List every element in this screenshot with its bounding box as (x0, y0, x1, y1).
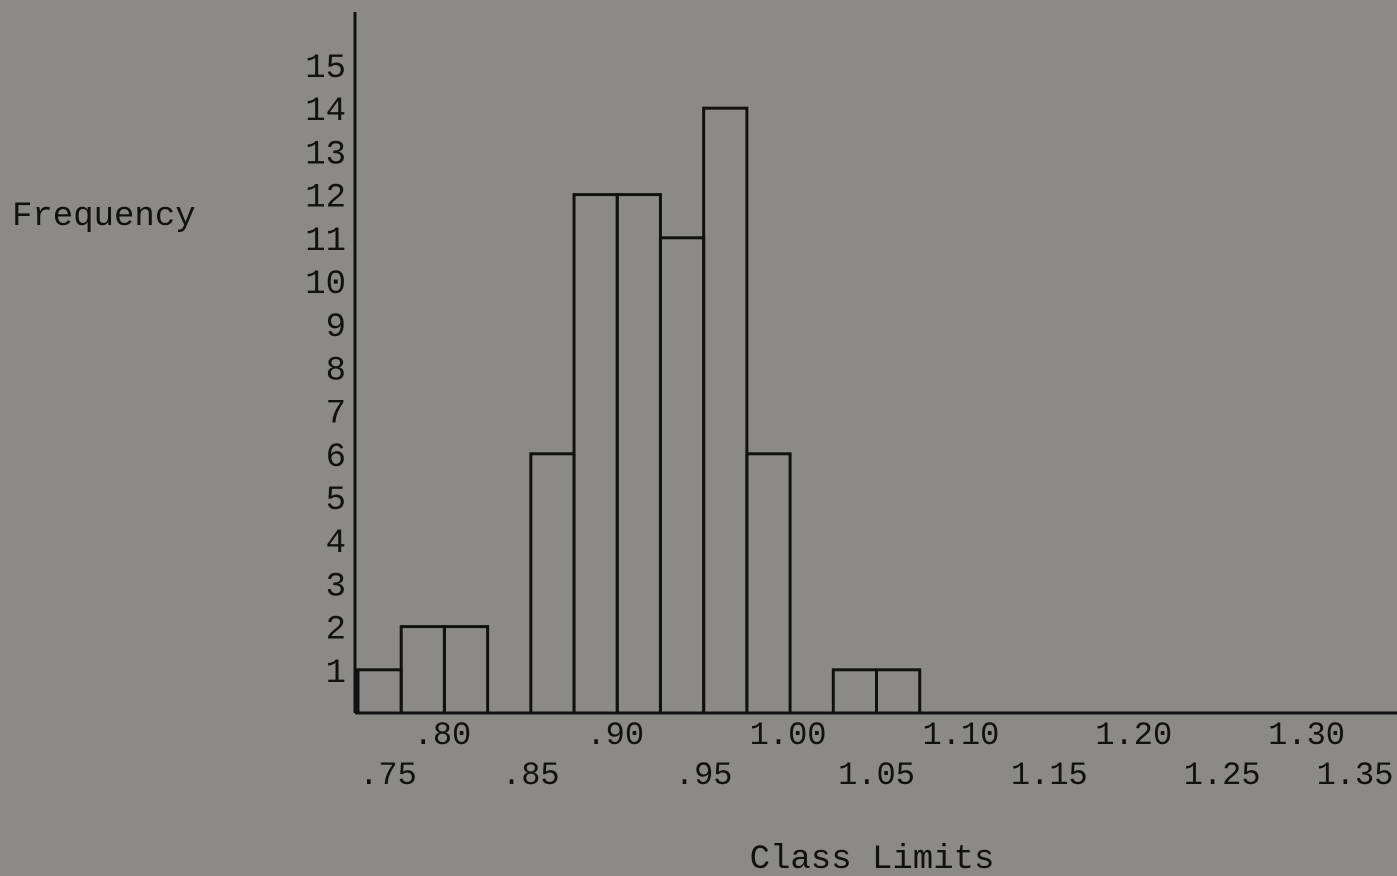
bars (356, 106, 922, 715)
histogram-bar (572, 193, 619, 715)
x-tick-label-lower: 1.15 (1011, 757, 1088, 794)
histogram-bar (529, 452, 576, 715)
histogram-bar (356, 668, 403, 715)
y-tick-label: 5 (326, 482, 346, 520)
y-tick-label: 12 (305, 180, 346, 218)
y-tick-label: 6 (326, 439, 346, 477)
x-tick-label-upper: 1.30 (1268, 717, 1345, 754)
y-tick-label: 8 (326, 352, 346, 390)
y-axis-label: Frequency (12, 198, 196, 236)
y-tick-label: 1 (326, 655, 346, 693)
x-tick-label-upper: 1.00 (750, 717, 827, 754)
histogram-bar (745, 452, 792, 715)
histogram-bar (875, 668, 922, 715)
x-tick-label-upper: 1.20 (1095, 717, 1172, 754)
y-tick-label: 10 (305, 266, 346, 304)
histogram-bar (658, 236, 706, 715)
histogram-bar (702, 106, 749, 715)
x-tick-label-upper: .80 (414, 717, 472, 754)
y-tick-label: 14 (305, 93, 346, 131)
histogram-bar (399, 625, 446, 715)
y-tick-label: 7 (326, 396, 346, 434)
x-tick-label-lower: 1.25 (1184, 757, 1261, 794)
x-tick-label-lower: 1.35 (1317, 757, 1394, 794)
y-tick-label: 2 (326, 612, 346, 650)
x-tick-label-upper: .90 (586, 717, 644, 754)
histogram-bar (831, 668, 879, 715)
axes (353, 12, 1397, 715)
x-tick-label-lower: .85 (502, 757, 560, 794)
y-tick-label: 3 (326, 568, 346, 606)
histogram-bar (615, 193, 662, 715)
y-tick-label: 15 (305, 50, 346, 88)
y-tick-label: 13 (305, 136, 346, 174)
x-tick-label-lower: .75 (359, 757, 417, 794)
histogram-bar (442, 625, 490, 715)
y-tick-label: 9 (326, 309, 346, 347)
y-tick-label: 11 (305, 223, 346, 261)
x-tick-label-upper: 1.10 (923, 717, 1000, 754)
y-tick-label: 4 (326, 525, 346, 563)
x-tick-label-lower: 1.05 (838, 757, 915, 794)
x-tick-label-lower: .95 (675, 757, 733, 794)
x-axis-label: Class Limits (750, 841, 995, 876)
x-tick-labels: .80 .90 1.00 1.10 1.20 1.30 .75 .85 .95 1.05 1.15 1… (359, 717, 1393, 794)
